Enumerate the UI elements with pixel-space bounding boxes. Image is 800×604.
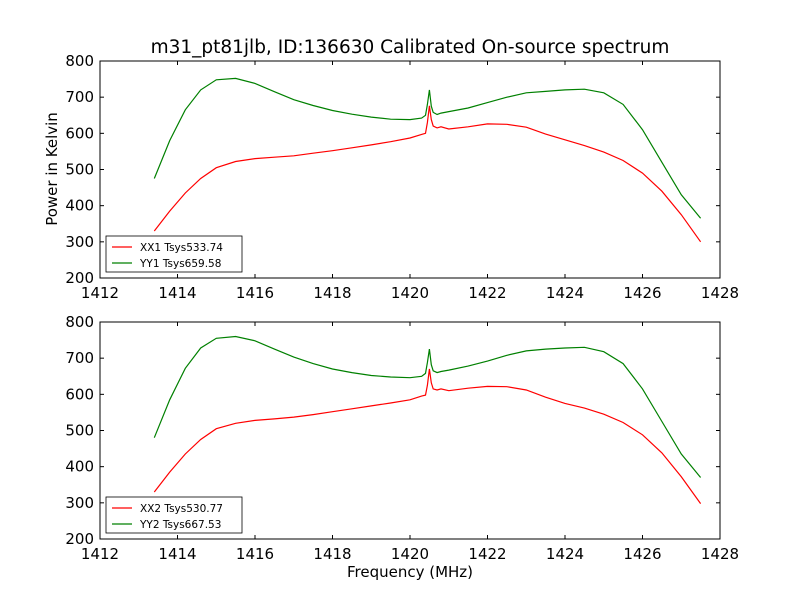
y-tick-label: 800 <box>65 52 94 70</box>
x-tick-label: 1416 <box>236 545 274 563</box>
series-line-yy1 <box>153 77 702 219</box>
y-tick-label: 500 <box>65 422 94 440</box>
y-tick-label: 500 <box>65 161 94 179</box>
legend-entry: XX1 Tsys533.74 <box>140 242 223 254</box>
bottom-panel: 1412 1414 1416 1418 1420 1422 1424 1426 1428 200 3… <box>65 313 739 563</box>
top-panel: 1412 1414 1416 1418 1420 1422 1424 1426 1428 200 3… <box>65 52 739 302</box>
chart-title: m31_pt81jlb, ID:136630 Calibrated On-sou… <box>151 37 670 58</box>
x-tick-label: 1422 <box>468 545 506 563</box>
y-tick-label: 400 <box>65 197 94 215</box>
x-tick-label: 1426 <box>623 545 661 563</box>
x-tick-label: 1416 <box>236 284 274 302</box>
legend: XX2 Tsys530.77 YY2 Tsys667.53 <box>105 496 243 534</box>
x-tick-label: 1420 <box>391 284 429 302</box>
x-tick-label: 1428 <box>701 545 739 563</box>
series-line-xx2 <box>153 368 702 504</box>
legend-entry: YY1 Tsys659.58 <box>139 258 221 270</box>
legend-entry: YY2 Tsys667.53 <box>139 519 221 531</box>
x-tick-label: 1414 <box>158 545 196 563</box>
x-tick-label: 1422 <box>468 284 506 302</box>
x-tick-label: 1424 <box>546 545 584 563</box>
x-tick-label: 1412 <box>81 284 119 302</box>
legend: XX1 Tsys533.74 YY1 Tsys659.58 <box>105 235 243 273</box>
legend-box <box>105 496 243 534</box>
y-tick-label: 300 <box>65 233 94 251</box>
x-tick-label: 1418 <box>313 284 351 302</box>
x-tick-label: 1414 <box>158 284 196 302</box>
series-line-yy2 <box>153 335 702 478</box>
y-tick-label: 300 <box>65 494 94 512</box>
x-tick-label: 1420 <box>391 545 429 563</box>
y-tick-label: 600 <box>65 124 94 142</box>
legend-entry: XX2 Tsys530.77 <box>140 503 223 515</box>
y-tick-label: 400 <box>65 458 94 476</box>
y-tick-label: 200 <box>65 530 94 548</box>
y-tick-label: 800 <box>65 313 94 331</box>
y-tick-label: 600 <box>65 385 94 403</box>
x-tick-label: 1424 <box>546 284 584 302</box>
x-tick-label: 1426 <box>623 284 661 302</box>
legend-box <box>105 235 243 273</box>
x-tick-label: 1428 <box>701 284 739 302</box>
x-axis-label: Frequency (MHz) <box>347 563 473 581</box>
y-tick-label: 700 <box>65 88 94 106</box>
y-tick-label: 700 <box>65 349 94 367</box>
x-tick-label: 1412 <box>81 545 119 563</box>
x-tick-label: 1418 <box>313 545 351 563</box>
y-tick-label: 200 <box>65 269 94 287</box>
y-axis-label: Power in Kelvin <box>43 112 61 226</box>
series-line-xx1 <box>153 105 702 243</box>
